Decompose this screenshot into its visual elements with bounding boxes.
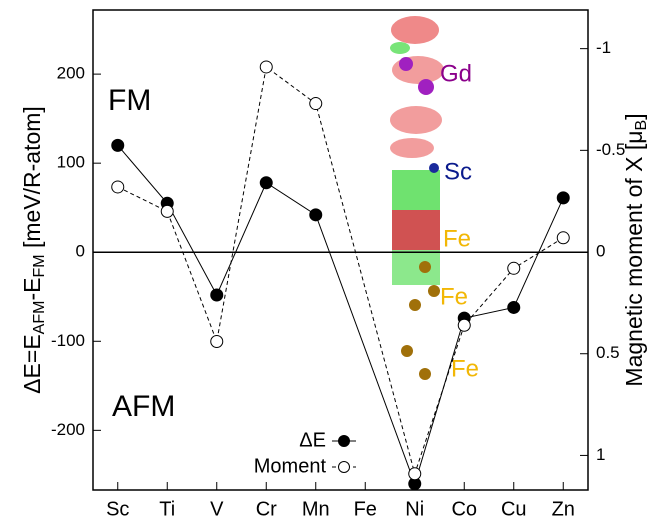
legend-marker	[339, 436, 350, 447]
point	[260, 177, 272, 189]
point	[557, 192, 569, 204]
inset-label: Fe	[440, 283, 468, 310]
x-tick-label: Ti	[159, 498, 175, 520]
y-tick-label: 200	[57, 64, 85, 83]
y2-tick-label: -1	[596, 38, 611, 57]
legend-label: ΔE	[299, 429, 326, 451]
y2-axis-label-part: Magnetic moment of X [μ	[621, 130, 647, 386]
y-axis-label-part: ΔE=E	[19, 334, 45, 393]
point	[112, 181, 124, 193]
y-axis-label: ΔE=EAFM-EFM [meV/R-atom]	[19, 106, 48, 394]
y-tick-label: 0	[76, 242, 85, 261]
point	[557, 232, 569, 244]
inset-label: Sc	[444, 158, 472, 185]
inset-label: Gd	[440, 60, 472, 87]
x-tick-label: V	[210, 498, 224, 520]
y-tick-label: 100	[57, 153, 85, 172]
y-axis-label-sub: FM	[31, 254, 48, 277]
y-tick-label: -200	[51, 420, 85, 439]
point	[211, 289, 223, 301]
x-tick-label: Mn	[302, 498, 330, 520]
x-tick-label: Sc	[106, 498, 129, 520]
y2-axis-label-sub: B	[633, 120, 650, 131]
point	[458, 319, 470, 331]
x-tick-label: Cr	[256, 498, 277, 520]
legend-label: Moment	[254, 455, 327, 477]
y-axis-label-part: [meV/R-atom]	[19, 106, 45, 254]
annotation: AFM	[112, 390, 175, 423]
chart: FM AFM Gd Sc Fe Fe Fe ΔE=EAFM-EFM [meV/R…	[0, 0, 654, 523]
y2-tick-label: -0.5	[596, 140, 625, 159]
point	[211, 336, 223, 348]
y2-axis-label-part: ]	[621, 113, 647, 119]
point	[112, 139, 124, 151]
y-tick-label: -100	[51, 331, 85, 350]
y2-tick-label: 0	[596, 242, 605, 261]
x-tick-label: Fe	[354, 498, 377, 520]
point	[310, 209, 322, 221]
x-tick-label: Co	[451, 498, 477, 520]
x-tick-label: Zn	[552, 498, 575, 520]
x-tick-label: Ni	[405, 498, 424, 520]
point	[409, 468, 421, 480]
x-tick-label: Cu	[501, 498, 527, 520]
series-line	[118, 67, 564, 474]
y2-tick-label: 0.5	[596, 343, 620, 362]
legend-marker	[339, 462, 350, 473]
point	[161, 205, 173, 217]
inset-label: Fe	[451, 355, 479, 382]
inset-image	[390, 16, 444, 380]
inset-label: Fe	[443, 225, 471, 252]
point	[260, 61, 272, 73]
y-axis-label-sub: AFM	[31, 301, 48, 335]
point	[310, 98, 322, 110]
y2-tick-label: 1	[596, 445, 605, 464]
annotation: FM	[108, 84, 151, 117]
point	[508, 262, 520, 274]
point	[508, 301, 520, 313]
y-axis-label-part: -E	[19, 278, 45, 301]
y2-axis-label: Magnetic moment of X [μB]	[621, 113, 650, 386]
